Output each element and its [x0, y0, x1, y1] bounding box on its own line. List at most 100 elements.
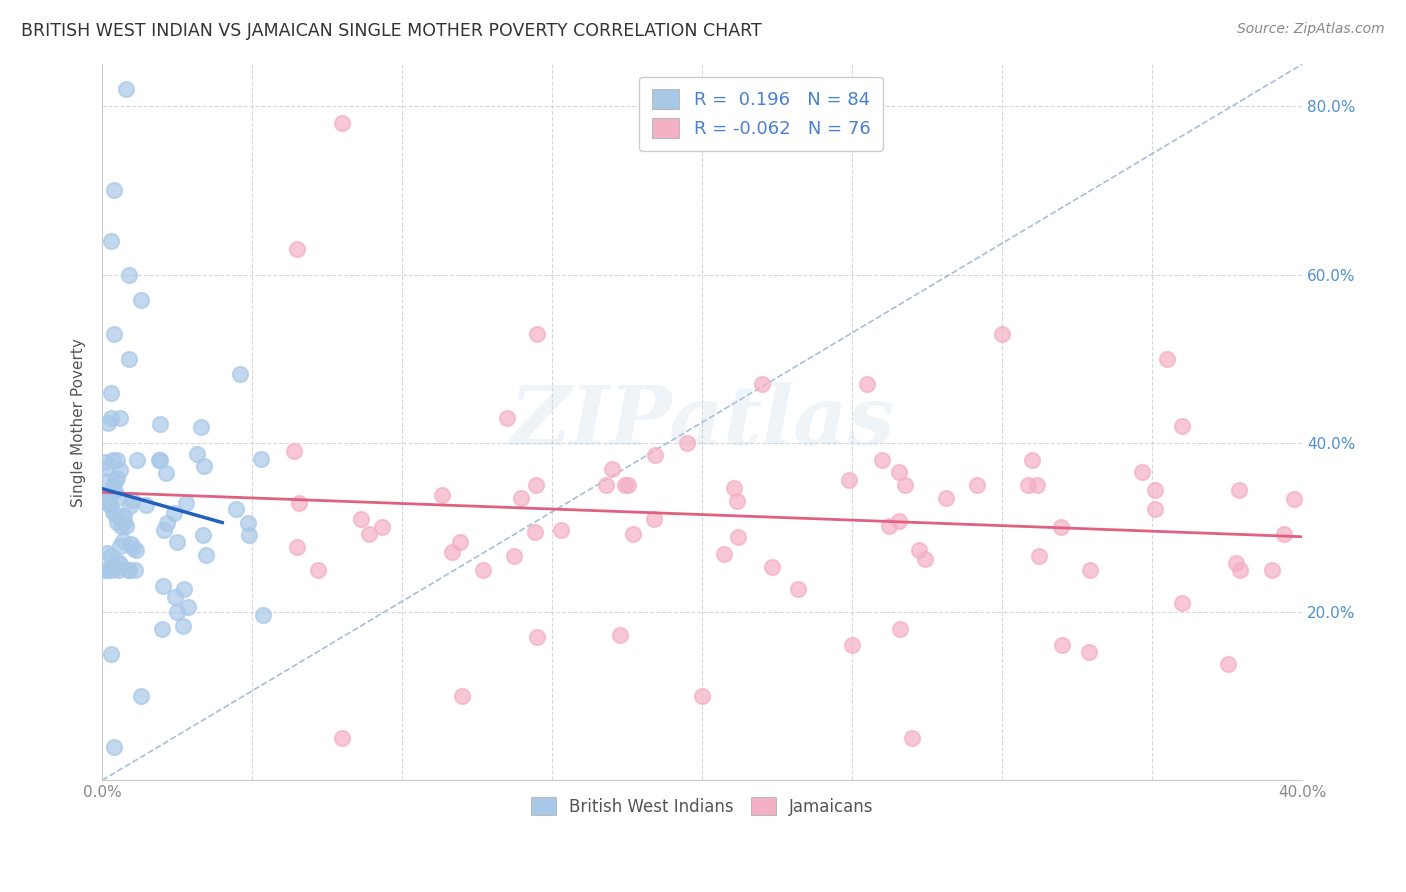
Point [1229, 563, 1251, 577]
Point [330, 116, 353, 130]
Point [104, 474, 127, 488]
Point [225, 502, 247, 516]
Point [101, 453, 124, 467]
Point [1272, 526, 1295, 541]
Point [101, 479, 124, 493]
Point [118, 563, 141, 577]
Point [676, 436, 699, 450]
Point [100, 563, 122, 577]
Point [238, 528, 260, 542]
Point [149, 417, 172, 432]
Point [1227, 483, 1250, 498]
Point [94, 461, 117, 475]
Point [841, 639, 863, 653]
Point [644, 448, 666, 462]
Point [1028, 549, 1050, 563]
Point [100, 385, 122, 400]
Point [105, 471, 128, 485]
Point [451, 689, 474, 703]
Point [105, 453, 128, 467]
Point [112, 516, 135, 530]
Point [111, 534, 134, 549]
Point [1052, 639, 1074, 653]
Point [108, 463, 131, 477]
Point [887, 465, 910, 479]
Point [935, 491, 957, 505]
Point [177, 600, 200, 615]
Point [103, 739, 125, 754]
Point [115, 519, 138, 533]
Point [190, 419, 212, 434]
Point [692, 689, 714, 703]
Point [173, 582, 195, 596]
Point [617, 478, 640, 492]
Point [509, 491, 531, 506]
Legend: British West Indians, Jamaicans: British West Indians, Jamaicans [522, 787, 883, 826]
Point [609, 627, 631, 641]
Point [97, 563, 120, 577]
Point [121, 541, 143, 555]
Point [330, 731, 353, 746]
Point [307, 563, 329, 577]
Point [357, 527, 380, 541]
Point [110, 519, 132, 533]
Point [100, 549, 122, 563]
Point [893, 478, 915, 492]
Point [496, 411, 519, 425]
Point [249, 451, 271, 466]
Point [856, 377, 879, 392]
Point [966, 478, 988, 492]
Point [104, 560, 127, 574]
Point [1077, 645, 1099, 659]
Point [914, 551, 936, 566]
Point [120, 537, 142, 551]
Point [1282, 491, 1305, 506]
Point [872, 453, 894, 467]
Point [526, 630, 548, 644]
Point [94, 495, 117, 509]
Text: BRITISH WEST INDIAN VS JAMAICAN SINGLE MOTHER POVERTY CORRELATION CHART: BRITISH WEST INDIAN VS JAMAICAN SINGLE M… [21, 22, 762, 40]
Point [100, 234, 122, 248]
Point [152, 523, 174, 537]
Point [105, 491, 128, 505]
Point [725, 494, 748, 508]
Point [908, 543, 931, 558]
Point [104, 483, 127, 498]
Point [194, 548, 217, 562]
Point [103, 184, 125, 198]
Text: Source: ZipAtlas.com: Source: ZipAtlas.com [1237, 22, 1385, 37]
Point [155, 466, 177, 480]
Point [118, 268, 141, 282]
Point [1021, 453, 1043, 467]
Point [991, 326, 1014, 341]
Point [526, 326, 548, 341]
Point [186, 447, 208, 461]
Point [1078, 563, 1101, 577]
Point [100, 411, 122, 425]
Point [751, 377, 773, 392]
Point [166, 535, 188, 549]
Point [96, 545, 118, 559]
Point [288, 496, 311, 510]
Point [100, 647, 122, 661]
Point [1143, 483, 1166, 498]
Point [623, 526, 645, 541]
Point [104, 508, 127, 522]
Point [103, 484, 125, 499]
Point [148, 453, 170, 467]
Point [238, 516, 260, 530]
Point [889, 623, 911, 637]
Point [550, 523, 572, 537]
Point [1261, 563, 1284, 577]
Point [877, 519, 900, 533]
Point [94, 455, 117, 469]
Point [129, 293, 152, 307]
Point [350, 512, 373, 526]
Point [252, 607, 274, 622]
Point [149, 453, 172, 467]
Point [901, 731, 924, 746]
Point [108, 539, 131, 553]
Point [283, 443, 305, 458]
Point [1025, 478, 1047, 492]
Point [1171, 419, 1194, 434]
